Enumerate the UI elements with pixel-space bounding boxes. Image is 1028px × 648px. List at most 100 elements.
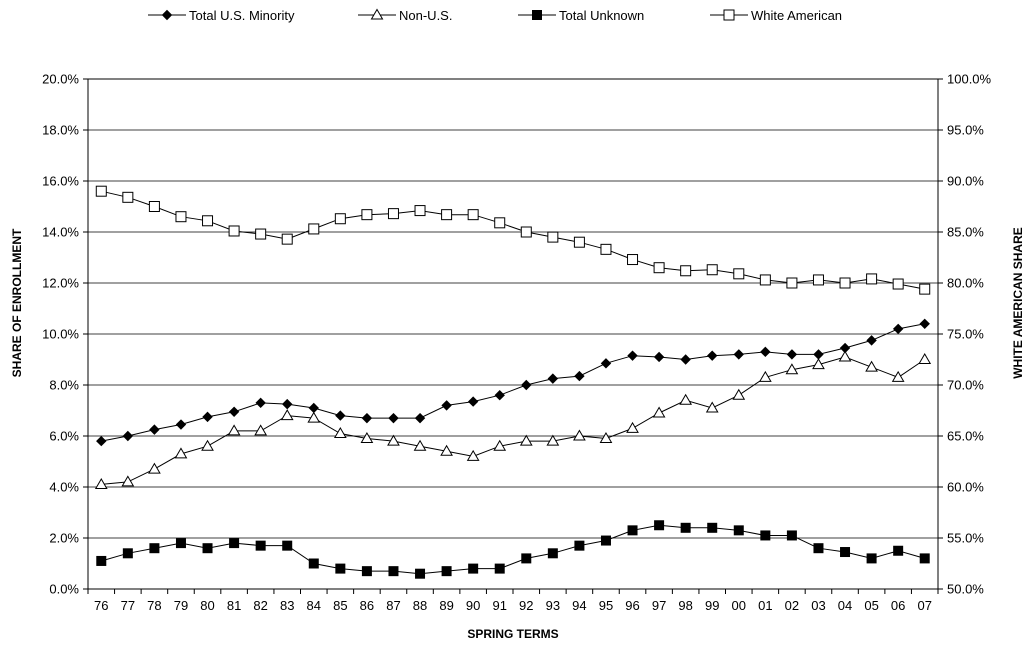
data-point [918, 353, 932, 364]
y2-tick-label: 75.0% [947, 327, 984, 342]
data-point [308, 558, 319, 569]
x-tick-label: 00 [732, 598, 746, 613]
x-tick-label: 05 [864, 598, 878, 613]
y2-tick-label: 70.0% [947, 378, 984, 393]
x-tick-label: 01 [758, 598, 772, 613]
y2-tick-label: 60.0% [947, 480, 984, 495]
x-tick-label: 94 [572, 598, 586, 613]
legend-marker [532, 10, 542, 20]
data-point [387, 208, 399, 220]
data-point [175, 211, 187, 223]
data-point [388, 412, 399, 424]
data-point [786, 349, 798, 360]
x-tick-label: 77 [121, 598, 135, 613]
data-point [228, 225, 240, 237]
y-tick-label: 18.0% [42, 123, 79, 138]
data-point [573, 236, 585, 248]
data-point [733, 525, 744, 536]
series-line [101, 323, 925, 442]
series-layer [94, 185, 932, 579]
data-point [919, 318, 930, 330]
data-point [148, 201, 160, 212]
data-point [334, 213, 346, 225]
x-tick-label: 07 [917, 598, 931, 613]
data-point [441, 209, 453, 221]
data-point [521, 553, 532, 564]
gridlines [88, 129, 938, 539]
y2-tick-label: 95.0% [947, 123, 984, 138]
legend-marker [723, 9, 735, 21]
data-point [227, 424, 241, 436]
data-point [732, 388, 746, 400]
data-point [705, 401, 719, 413]
data-point [202, 411, 213, 423]
y2-tick-label: 85.0% [947, 225, 984, 240]
y-tick-label: 12.0% [42, 276, 79, 291]
x-tick-label: 93 [546, 598, 560, 613]
data-point [627, 350, 638, 361]
data-point [387, 434, 400, 446]
data-point [707, 522, 718, 533]
data-point [122, 430, 134, 442]
data-point [600, 358, 612, 369]
data-point [866, 273, 878, 285]
x-tick-label: 06 [891, 598, 905, 613]
data-point [838, 350, 852, 362]
data-point [626, 421, 639, 433]
data-point [414, 412, 426, 424]
data-point [600, 243, 612, 255]
data-point [361, 566, 372, 577]
data-point [520, 226, 532, 238]
data-point [333, 426, 347, 438]
series-line [101, 190, 925, 290]
data-point [254, 424, 268, 436]
data-point [573, 429, 586, 441]
data-point [680, 522, 691, 533]
series-total-unknown [96, 520, 930, 579]
data-point [654, 520, 665, 531]
y2-tick-label: 80.0% [947, 276, 984, 291]
data-point [122, 191, 134, 203]
legend-item-non-u-s: Non-U.S. [358, 8, 452, 23]
series-white-american [95, 185, 931, 295]
data-point [627, 525, 638, 536]
data-point [414, 205, 426, 217]
series-non-u-s [94, 350, 932, 489]
y-tick-label: 6.0% [49, 429, 79, 444]
data-point [574, 370, 585, 382]
y-tick-label: 2.0% [49, 531, 79, 546]
x-tick-label: 88 [413, 598, 427, 613]
x-tick-label: 96 [625, 598, 639, 613]
x-tick-label: 80 [200, 598, 214, 613]
data-point [202, 543, 213, 554]
data-point [229, 538, 240, 549]
left-y-axis: 0.0% 2.0% 4.0% 6.0% 8.0% 10.0% 12.0% 14.0% 16.0%… [42, 72, 88, 597]
data-point [574, 540, 585, 551]
data-point [866, 335, 877, 346]
legend-item-total-u-s-minority: Total U.S. Minority [148, 8, 295, 23]
data-point [308, 223, 320, 235]
data-point [228, 406, 240, 417]
data-point [360, 432, 374, 444]
y-tick-label: 4.0% [49, 480, 79, 495]
data-point [281, 233, 293, 245]
data-point [892, 323, 904, 335]
data-point [680, 265, 692, 277]
legend-label: White American [751, 8, 842, 23]
x-tick-label: 90 [466, 598, 480, 613]
x-tick-label: 89 [439, 598, 453, 613]
data-point [706, 264, 718, 276]
data-point [335, 410, 346, 421]
data-point [175, 419, 187, 430]
data-point [467, 396, 479, 407]
data-point [627, 254, 639, 266]
x-tick-label: 95 [599, 598, 613, 613]
data-point [441, 566, 452, 577]
data-point [440, 444, 453, 456]
legend-marker [370, 8, 384, 20]
data-point [149, 424, 160, 435]
data-point [96, 555, 107, 566]
data-point [813, 349, 824, 360]
y-tick-label: 10.0% [42, 327, 79, 342]
